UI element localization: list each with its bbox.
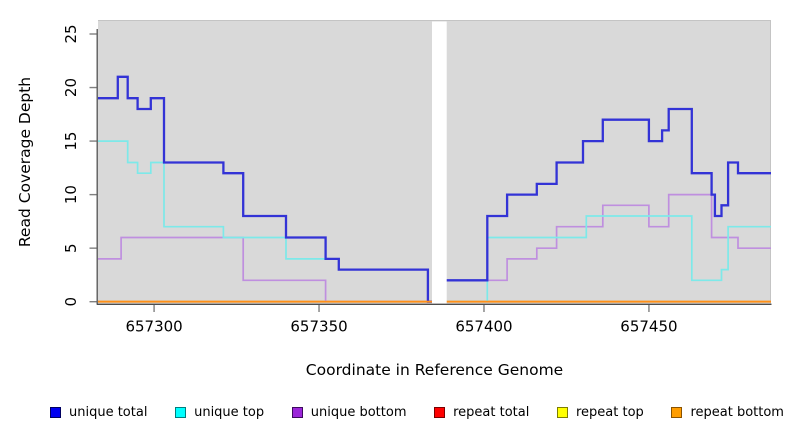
panel-edge [98,20,771,304]
legend-item-repeat-top: repeat top [557,405,644,420]
legend-item-repeat-total: repeat total [434,405,529,420]
y-tick-label: 5 [62,243,80,253]
y-tick-label: 0 [62,297,80,307]
series-path-unique-bottom [98,193,771,303]
x-tick-label: 657350 [290,318,347,336]
legend-swatch-unique-bottom [291,406,303,418]
series-path-unique-total [98,75,771,303]
legend-swatch-repeat-total [434,406,446,418]
x-tick-label: 657400 [455,318,512,336]
y-tick-label: 25 [62,24,80,43]
y-tick-label: 20 [62,78,80,97]
legend-label: unique total [69,404,148,420]
legend-item-repeat-bottom: repeat bottom [671,405,784,420]
legend-swatch-unique-total [50,406,61,418]
y-tick-label: 15 [62,132,80,151]
legend-swatch-unique-top [175,406,187,418]
legend-swatch-repeat-top [557,406,568,418]
legend: unique total unique top unique bottom repea… [50,399,784,425]
masked-region [432,21,447,304]
legend-item-unique-bottom: unique bottom [291,404,407,420]
y-tick-label: 10 [62,185,80,204]
legend-label: unique top [194,404,265,420]
legend-item-unique-total: unique total [50,405,147,420]
legend-label: repeat bottom [690,404,784,420]
legend-label: repeat top [576,404,644,420]
legend-item-unique-top: unique top [175,405,264,420]
x-tick-label: 657450 [620,318,677,336]
x-axis-title: Coordinate in Reference Genome [305,361,564,379]
legend-label: repeat total [453,404,530,420]
x-tick-label: 657300 [125,318,182,336]
y-axis-title: Read Coverage Depth [16,76,34,248]
legend-label: unique bottom [310,404,407,420]
legend-swatch-repeat-bottom [671,406,683,418]
